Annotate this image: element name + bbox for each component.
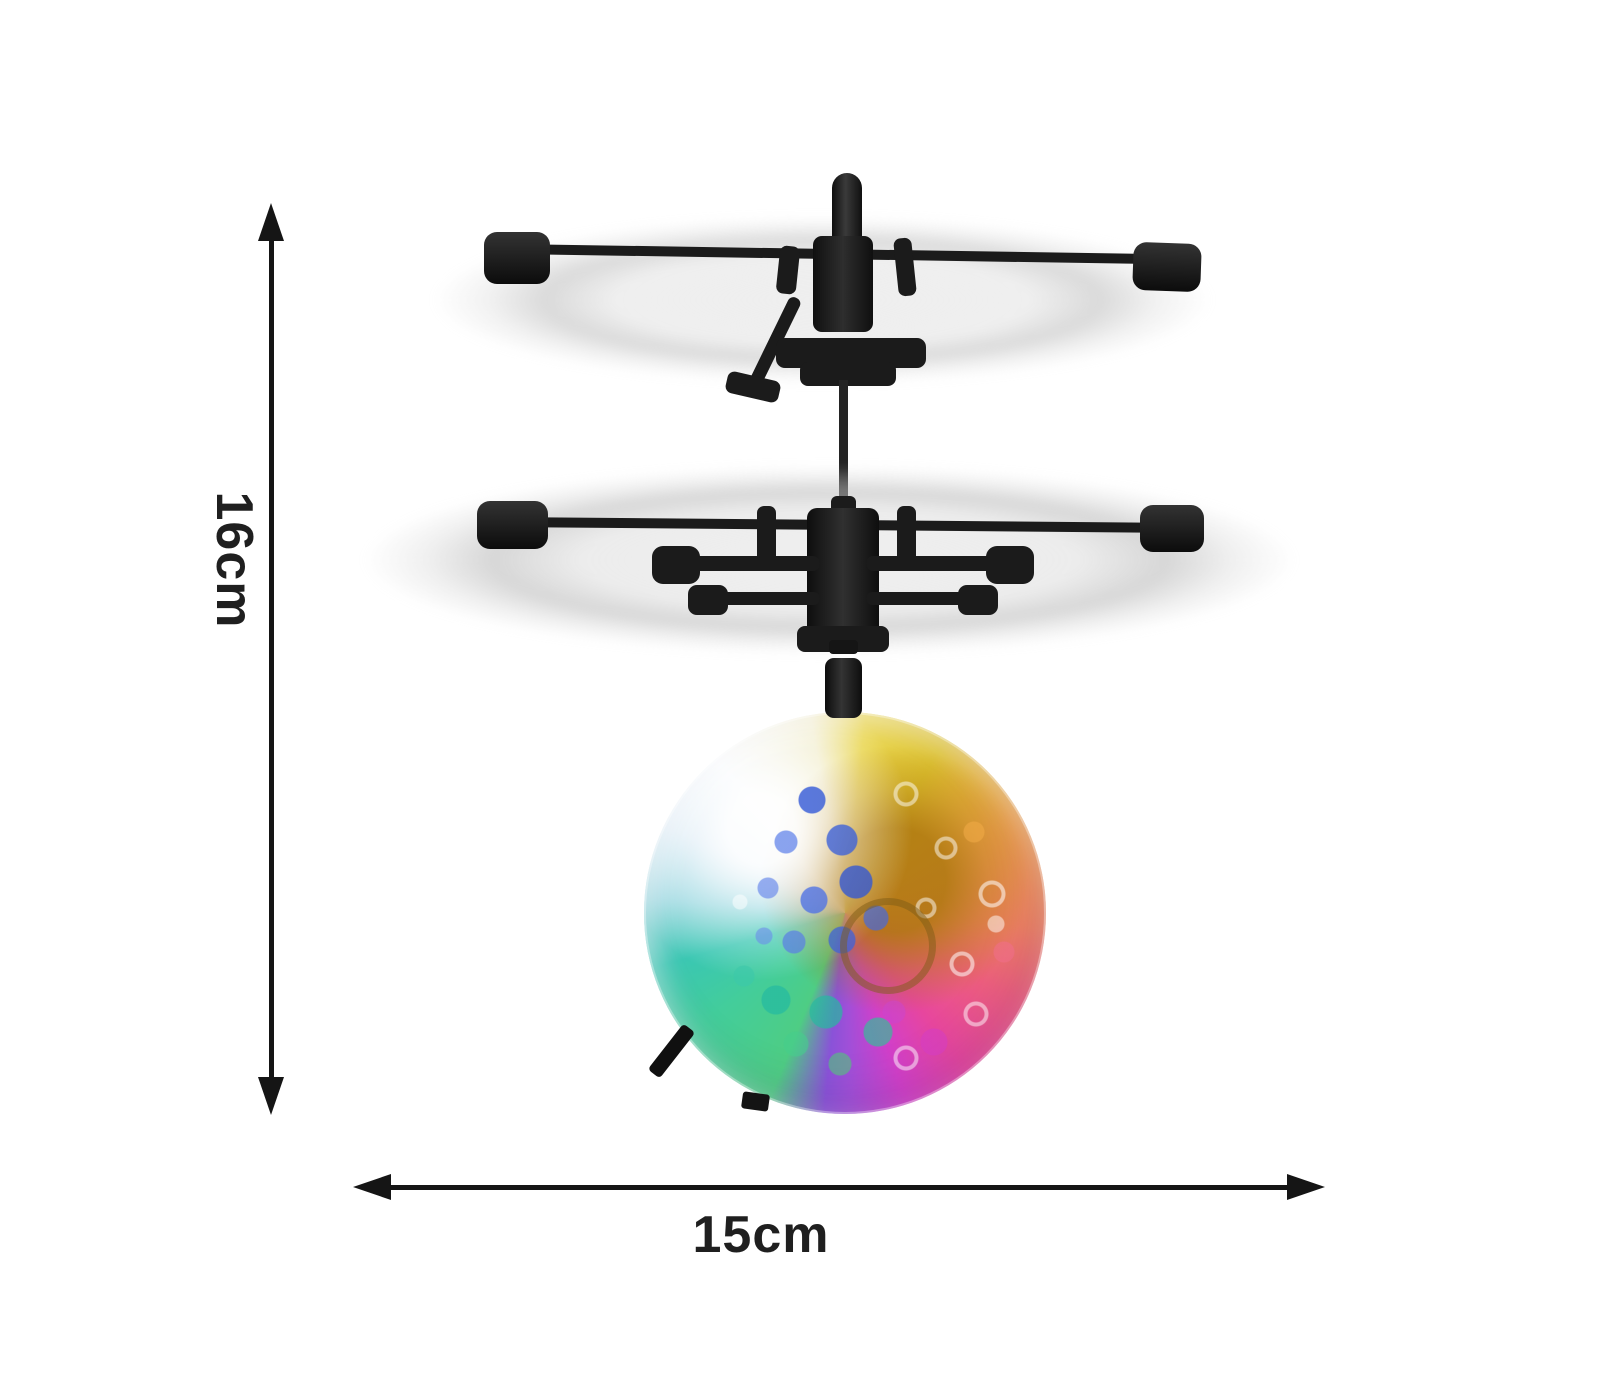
main-shaft <box>839 380 848 510</box>
lower-right-linkage-cap <box>986 546 1034 584</box>
lower-right-linkage-arm-2 <box>866 592 986 605</box>
top-rotor-hub <box>813 236 873 332</box>
lower-hub-left-pin <box>757 506 776 564</box>
lower-stabilizer-left-weight <box>477 501 548 549</box>
arrow-up-icon <box>258 203 284 241</box>
power-switch <box>647 1023 696 1079</box>
lower-left-linkage-cap <box>652 546 700 584</box>
height-dimension-line <box>269 241 274 1077</box>
lower-right-linkage-cap-2 <box>958 585 998 615</box>
led-crystal-ball <box>644 712 1046 1114</box>
arrow-right-icon <box>1287 1174 1325 1200</box>
top-hub-clamp <box>800 362 896 386</box>
lower-hub-right-pin <box>897 506 916 564</box>
width-dimension-label: 15cm <box>692 1206 830 1264</box>
ball-center-lens-ring <box>840 898 936 994</box>
lower-left-linkage-arm-2 <box>700 592 820 605</box>
lower-rotor-hub <box>807 508 879 648</box>
arrow-left-icon <box>353 1174 391 1200</box>
top-stabilizer-left-weight <box>484 232 550 284</box>
height-dimension-label: 16cm <box>205 491 263 629</box>
arrow-down-icon <box>258 1077 284 1115</box>
lower-left-linkage-cap-2 <box>688 585 728 615</box>
top-stabilizer-right-weight <box>1132 241 1202 293</box>
ball-neck-upper <box>829 640 858 654</box>
lower-stabilizer-right-weight <box>1140 505 1204 552</box>
ball-neck-lower <box>825 658 862 718</box>
charging-port <box>740 1091 771 1112</box>
lower-left-linkage-arm <box>660 556 820 571</box>
width-dimension-line <box>391 1185 1287 1190</box>
